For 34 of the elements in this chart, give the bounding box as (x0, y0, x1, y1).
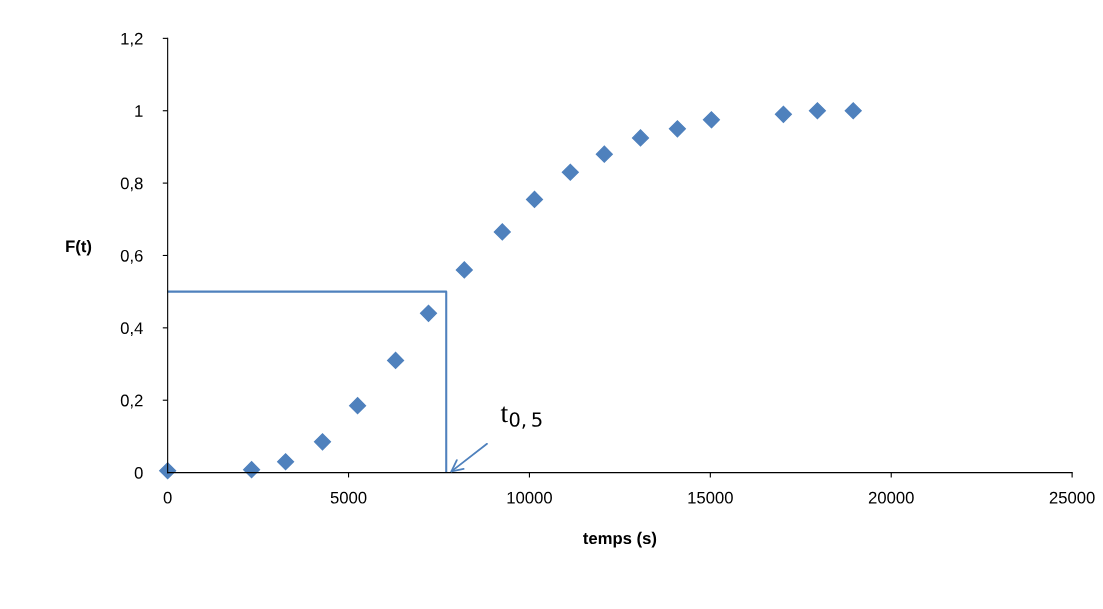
y-tick-label: 0,6 (120, 249, 143, 264)
point (243, 461, 261, 479)
y-tick-label: 0,4 (120, 322, 143, 337)
x-axis-title: temps (s) (583, 531, 657, 548)
point (595, 145, 613, 163)
annotation: t$_{0,5}$ (500, 406, 542, 429)
point (387, 351, 405, 369)
point (631, 129, 650, 147)
point (525, 190, 544, 208)
y-axis-title: F(t) (66, 239, 92, 256)
point (702, 111, 720, 129)
y-tick-label: 0,2 (120, 394, 143, 409)
point (455, 261, 473, 279)
point (493, 223, 511, 241)
point (561, 163, 579, 181)
x-tick-label: 25000 (1049, 491, 1095, 504)
point (774, 105, 792, 123)
point (349, 397, 367, 415)
x-tick-label: 20000 (868, 491, 914, 504)
point (844, 102, 862, 120)
point (313, 433, 332, 451)
x-tick-label: 15000 (688, 491, 733, 504)
x-tick-label: 5000 (330, 491, 367, 504)
y-tick-label: 0 (134, 466, 143, 479)
point (808, 102, 826, 120)
point (419, 304, 438, 322)
y-tick-label: 1,2 (121, 32, 143, 47)
point (277, 453, 295, 471)
y-tick-label: 0,8 (120, 177, 143, 192)
point (668, 120, 686, 138)
x-tick-label: 10000 (507, 491, 552, 504)
point (159, 462, 177, 480)
y-tick-label: 1 (135, 105, 143, 117)
x-tick-label: 0 (163, 491, 172, 504)
